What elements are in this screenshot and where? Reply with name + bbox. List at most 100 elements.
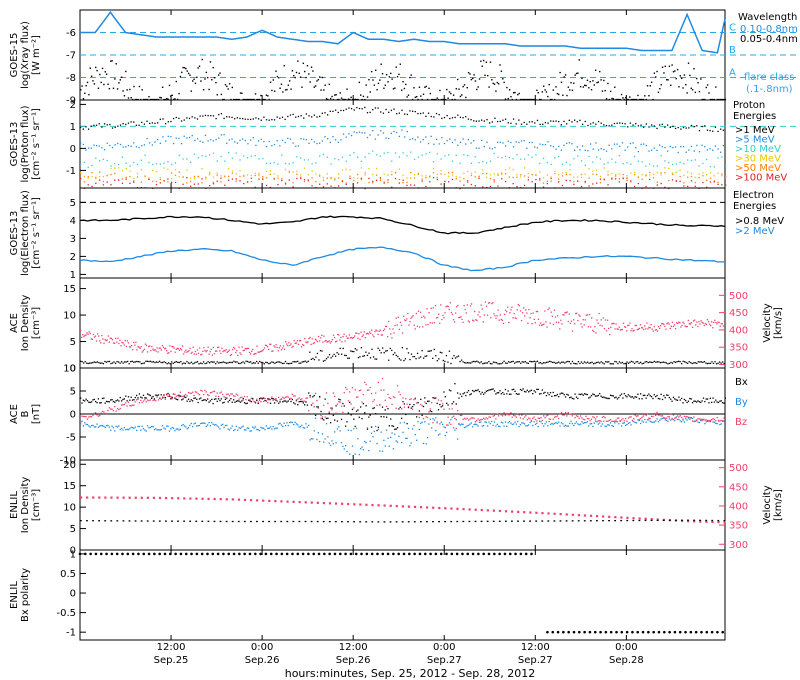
data-point xyxy=(148,95,150,98)
data-point xyxy=(161,425,164,427)
panel-frame xyxy=(79,277,726,369)
data-point xyxy=(365,351,367,353)
data-point xyxy=(360,167,363,169)
data-point xyxy=(90,362,92,364)
data-point xyxy=(315,339,318,341)
data-point xyxy=(559,520,562,522)
data-point xyxy=(122,90,124,92)
data-point xyxy=(189,362,191,365)
data-point xyxy=(357,409,359,411)
data-point xyxy=(663,323,665,326)
data-point xyxy=(337,333,339,336)
data-point xyxy=(501,319,504,322)
x-tick-date-label: Sep.27 xyxy=(518,655,553,666)
data-point xyxy=(720,419,722,422)
data-point xyxy=(406,177,408,179)
data-point xyxy=(500,318,502,321)
data-point xyxy=(192,80,194,82)
data-point xyxy=(354,425,356,428)
data-point xyxy=(416,416,418,418)
data-point xyxy=(180,349,183,351)
data-point xyxy=(364,174,366,176)
data-point xyxy=(541,512,544,515)
data-point xyxy=(313,406,315,408)
data-point xyxy=(232,395,235,397)
data-point xyxy=(708,362,710,365)
data-point xyxy=(520,174,522,176)
data-point xyxy=(555,362,557,364)
data-point xyxy=(300,138,302,140)
data-point xyxy=(182,66,184,69)
data-point xyxy=(257,118,260,120)
data-point xyxy=(715,422,717,424)
data-point xyxy=(593,630,597,634)
data-point xyxy=(436,316,439,319)
data-point xyxy=(521,422,523,424)
data-point xyxy=(216,174,218,176)
data-point xyxy=(98,179,101,181)
data-point xyxy=(277,177,279,179)
data-point xyxy=(652,173,655,176)
data-point xyxy=(110,184,112,186)
data-point xyxy=(589,123,592,125)
data-point xyxy=(650,415,653,418)
data-point xyxy=(472,417,474,419)
data-point xyxy=(440,158,442,160)
data-point xyxy=(523,307,525,309)
data-point xyxy=(369,357,372,359)
data-point xyxy=(105,412,108,415)
data-point xyxy=(183,425,186,427)
data-point xyxy=(679,75,682,77)
data-point xyxy=(702,361,704,364)
data-point xyxy=(516,309,518,311)
data-point xyxy=(324,416,326,418)
data-point xyxy=(157,399,160,401)
data-point xyxy=(460,359,463,361)
data-point xyxy=(379,329,381,331)
data-point xyxy=(432,171,435,174)
data-point xyxy=(171,94,173,97)
data-point xyxy=(512,388,515,390)
data-point xyxy=(134,496,137,499)
data-point xyxy=(155,361,158,363)
data-point xyxy=(200,552,204,556)
data-point xyxy=(611,323,613,325)
data-point xyxy=(127,396,130,398)
data-point xyxy=(238,552,241,556)
data-point xyxy=(258,399,261,401)
data-point xyxy=(571,415,574,417)
data-point xyxy=(196,391,198,393)
data-point xyxy=(500,414,502,416)
data-point xyxy=(645,174,647,176)
data-point xyxy=(679,161,681,163)
data-point xyxy=(653,125,655,127)
data-point xyxy=(449,138,451,140)
data-point xyxy=(713,166,715,168)
data-point xyxy=(655,361,657,363)
data-point xyxy=(514,317,516,319)
data-point xyxy=(322,179,325,181)
data-point xyxy=(653,147,655,149)
data-point xyxy=(303,361,305,363)
data-point xyxy=(379,450,381,452)
data-point xyxy=(565,361,567,363)
data-point xyxy=(383,439,385,441)
data-point xyxy=(414,397,416,399)
data-point xyxy=(683,415,686,418)
data-point xyxy=(677,151,679,154)
data-point xyxy=(482,552,485,556)
data-point xyxy=(388,111,390,113)
data-point xyxy=(195,497,198,500)
data-point xyxy=(421,175,423,177)
data-point xyxy=(301,398,303,400)
data-point xyxy=(450,311,453,314)
data-point xyxy=(157,394,160,396)
data-point xyxy=(159,176,161,179)
data-point xyxy=(243,395,246,398)
data-point xyxy=(545,91,548,93)
data-point xyxy=(708,92,710,94)
data-point xyxy=(306,426,309,428)
data-point xyxy=(218,113,220,116)
data-point xyxy=(281,179,283,182)
data-point xyxy=(228,395,231,397)
